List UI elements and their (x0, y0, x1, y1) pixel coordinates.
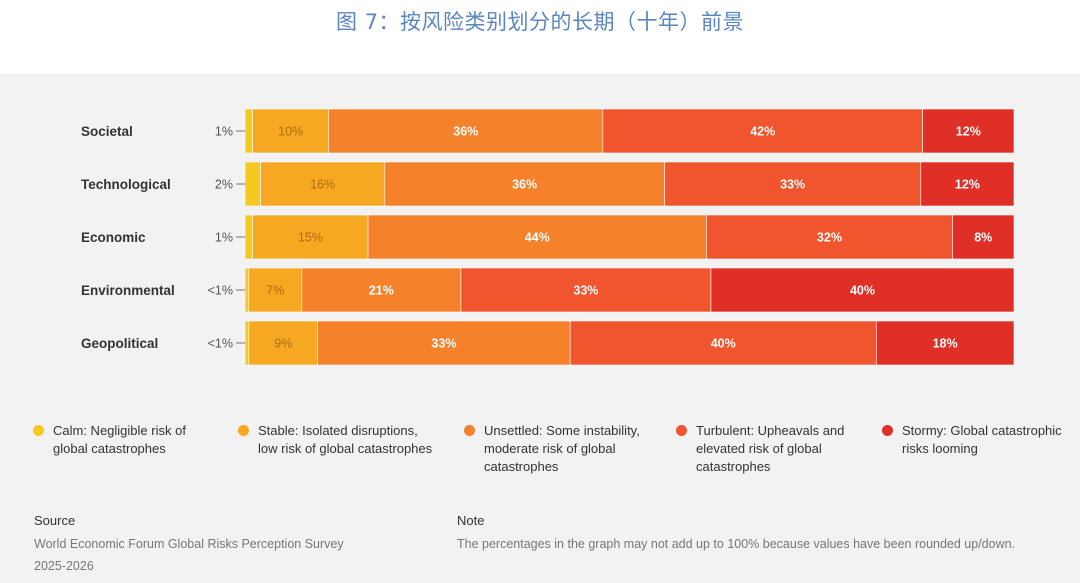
bar-segment-environmental-stable (248, 267, 303, 313)
data-label-technological-calm: 2% (215, 178, 233, 192)
category-label-geopolitical: Geopolitical (81, 336, 158, 351)
bar-segment-technological-calm (244, 161, 261, 207)
legend-text-turbulent: Turbulent: Upheavals and elevated risk of… (696, 423, 845, 474)
data-label-environmental-turbulent: 33% (573, 284, 598, 298)
bar-segment-environmental-calm (244, 267, 250, 313)
data-label-societal-turbulent: 42% (750, 125, 775, 139)
legend-dot-turbulent (676, 425, 687, 436)
data-label-technological-stormy: 12% (955, 178, 980, 192)
category-label-economic: Economic (81, 230, 146, 245)
data-label-environmental-stormy: 40% (850, 284, 875, 298)
legend-item-calm: Calm: Negligible risk of global catastrop… (33, 422, 186, 458)
legend-item-stormy: Stormy: Global catastrophic risks looming (882, 422, 1062, 458)
bar-segment-environmental-turbulent (460, 267, 712, 313)
data-label-technological-turbulent: 33% (780, 178, 805, 192)
data-label-geopolitical-calm: <1% (208, 337, 233, 351)
data-label-societal-stable: 10% (278, 125, 303, 139)
legend-dot-stable (238, 425, 249, 436)
legend-text-calm: Calm: Negligible risk of global catastrop… (53, 423, 186, 456)
legend-item-unsettled: Unsettled: Some instability, moderate ris… (464, 422, 640, 476)
bar-segment-economic-stormy (952, 214, 1015, 260)
legend-text-stormy: Stormy: Global catastrophic risks looming (902, 423, 1062, 456)
legend-item-turbulent: Turbulent: Upheavals and elevated risk of… (676, 422, 844, 476)
legend-item-stable: Stable: Isolated disruptions, low risk of… (238, 422, 432, 458)
source-heading: Source (34, 513, 76, 528)
bar-segment-technological-turbulent (664, 161, 922, 207)
note-heading: Note (457, 513, 485, 528)
note-text: The percentages in the graph may not add… (457, 537, 1016, 551)
source-text: World Economic Forum Global Risks Percep… (34, 537, 344, 573)
data-label-economic-stable: 15% (298, 231, 323, 245)
bar-segment-geopolitical-turbulent (569, 320, 877, 366)
chart-legend: Calm: Negligible risk of global catastrop… (0, 422, 1080, 482)
bar-segment-economic-unsettled (367, 214, 707, 260)
bar-segment-economic-stable (252, 214, 369, 260)
data-label-geopolitical-stable: 9% (274, 337, 292, 351)
legend-text-unsettled: Unsettled: Some instability, moderate ris… (484, 423, 640, 474)
data-label-technological-stable: 16% (310, 178, 335, 192)
bar-segment-societal-unsettled (328, 108, 604, 154)
bar-segment-technological-stormy (920, 161, 1015, 207)
bar-segment-societal-calm (244, 108, 253, 154)
data-label-economic-calm: 1% (215, 231, 233, 245)
data-label-technological-unsettled: 36% (512, 178, 537, 192)
category-label-technological: Technological (81, 177, 171, 192)
bar-segment-environmental-unsettled (301, 267, 462, 313)
data-label-environmental-unsettled: 21% (369, 284, 394, 298)
category-label-environmental: Environmental (81, 283, 175, 298)
data-label-geopolitical-stormy: 18% (933, 337, 958, 351)
data-label-geopolitical-unsettled: 33% (431, 337, 456, 351)
legend-dot-stormy (882, 425, 893, 436)
bar-segment-societal-stable (252, 108, 330, 154)
data-label-economic-turbulent: 32% (817, 231, 842, 245)
data-label-geopolitical-turbulent: 40% (711, 337, 736, 351)
data-label-economic-unsettled: 44% (525, 231, 550, 245)
bar-segment-geopolitical-stormy (875, 320, 1015, 366)
bar-segment-technological-stable (260, 161, 386, 207)
stacked-bar-chart: Societal 1% 10% 36% 42% 12% Technological 2% 16%… (81, 108, 1015, 366)
legend-dot-calm (33, 425, 44, 436)
data-label-environmental-stable: 7% (266, 284, 284, 298)
bar-segment-economic-turbulent (706, 214, 953, 260)
bar-segment-economic-calm (244, 214, 253, 260)
bar-segment-geopolitical-stable (248, 320, 318, 366)
data-label-environmental-calm: <1% (208, 284, 233, 298)
category-label-societal: Societal (81, 124, 133, 139)
bar-segment-geopolitical-calm (244, 320, 250, 366)
bar-segment-geopolitical-unsettled (317, 320, 571, 366)
data-label-societal-calm: 1% (215, 125, 233, 139)
legend-text-stable: Stable: Isolated disruptions, low risk of… (258, 423, 433, 456)
legend-dot-unsettled (464, 425, 475, 436)
bar-segment-technological-unsettled (384, 161, 665, 207)
chart-title: 图 7：按风险类别划分的长期（十年）前景 (335, 10, 745, 34)
bar-segment-environmental-stormy (710, 267, 1015, 313)
bar-segment-societal-turbulent (602, 108, 923, 154)
data-label-societal-stormy: 12% (956, 125, 981, 139)
data-label-economic-stormy: 8% (974, 231, 992, 245)
data-label-societal-unsettled: 36% (453, 125, 478, 139)
bar-segment-societal-stormy (922, 108, 1015, 154)
